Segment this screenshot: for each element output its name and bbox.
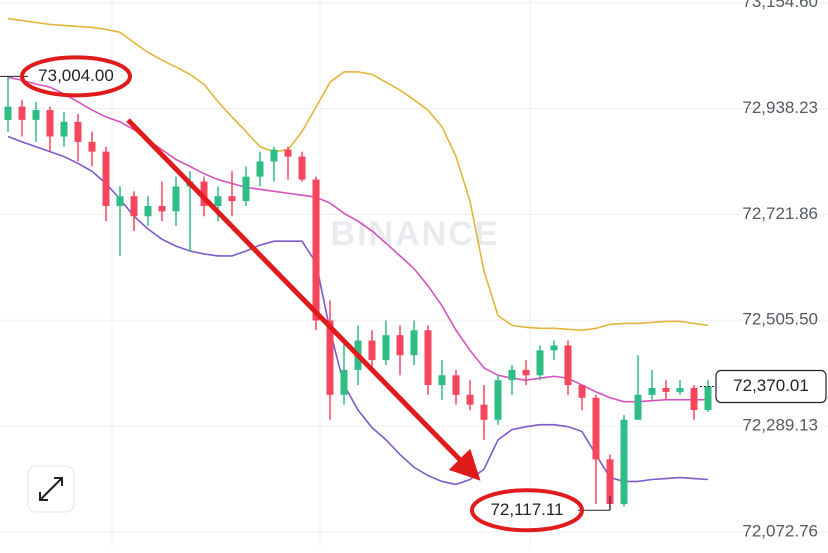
candle-body: [46, 110, 54, 137]
candle-body: [578, 385, 586, 398]
candle-body: [88, 141, 96, 152]
candle-body: [690, 388, 698, 411]
candle-body: [648, 388, 656, 395]
candle-body: [480, 404, 488, 420]
candle-body: [704, 386, 712, 411]
candle-body: [606, 459, 614, 504]
y-tick-label: 72,289.13: [742, 416, 818, 435]
candle-body: [340, 369, 348, 395]
expand-button[interactable]: [27, 465, 75, 513]
band-line: [7, 76, 708, 403]
low-label: 72,117.11: [490, 500, 563, 519]
candle-body: [4, 106, 12, 120]
candle-body: [158, 205, 166, 212]
candle-body: [228, 196, 236, 202]
band-line: [7, 17, 709, 332]
candle-body: [396, 335, 404, 356]
candle-body: [676, 388, 684, 392]
candle-body: [74, 121, 82, 142]
y-tick-label: 72,721.86: [742, 204, 818, 223]
highlight-ellipse: [470, 488, 584, 533]
candle-body: [102, 151, 110, 206]
candle-body: [564, 345, 572, 386]
candle-body: [424, 330, 432, 386]
y-tick-label: 72,072.76: [742, 521, 818, 540]
candle-body: [60, 121, 68, 137]
candle-body: [592, 397, 600, 460]
candle-body: [410, 330, 418, 356]
candle-body: [214, 196, 222, 206]
candle-body: [522, 369, 530, 376]
candle-body: [550, 345, 558, 351]
candle-body: [438, 375, 446, 386]
last-price-box: [715, 369, 827, 404]
candle-body: [536, 350, 544, 376]
candle-body: [312, 179, 320, 321]
last-price-label: 72,370.01: [733, 376, 809, 395]
candle-body: [270, 149, 278, 162]
candle-body: [368, 340, 376, 361]
candle-body: [298, 156, 306, 180]
candle-body: [200, 181, 208, 206]
candle-body: [634, 394, 642, 420]
expand-icon: [39, 477, 63, 501]
y-tick-label: 72,505.50: [742, 310, 818, 329]
candle-body: [116, 196, 124, 206]
candle-body: [130, 196, 138, 217]
candle-body: [144, 205, 152, 217]
candle-body: [242, 176, 250, 202]
y-tick-label: 72,938.23: [742, 98, 818, 117]
candle-body: [382, 335, 390, 361]
overlay: 73,154.60 72,938.23 72,721.86 72,505.50 72,2…: [0, 0, 827, 540]
candle-body: [256, 161, 264, 177]
y-tick-label: 73,154.60: [742, 0, 818, 11]
high-label: 73,004.00: [38, 66, 114, 85]
candle-body: [284, 149, 292, 157]
candle-body: [326, 320, 334, 395]
candle-body: [662, 388, 670, 392]
trend-arrow: [126, 118, 481, 481]
candle-body: [508, 369, 516, 381]
candle-body: [620, 419, 628, 504]
candle-body: [18, 106, 26, 120]
candle-body: [172, 186, 180, 212]
candle-body: [466, 394, 474, 405]
candle-body: [452, 375, 460, 395]
candle-body: [494, 380, 502, 420]
highlight-ellipse: [20, 55, 132, 98]
plot-area: [0, 2, 828, 533]
band-line: [7, 135, 709, 486]
candle-body: [32, 110, 40, 120]
